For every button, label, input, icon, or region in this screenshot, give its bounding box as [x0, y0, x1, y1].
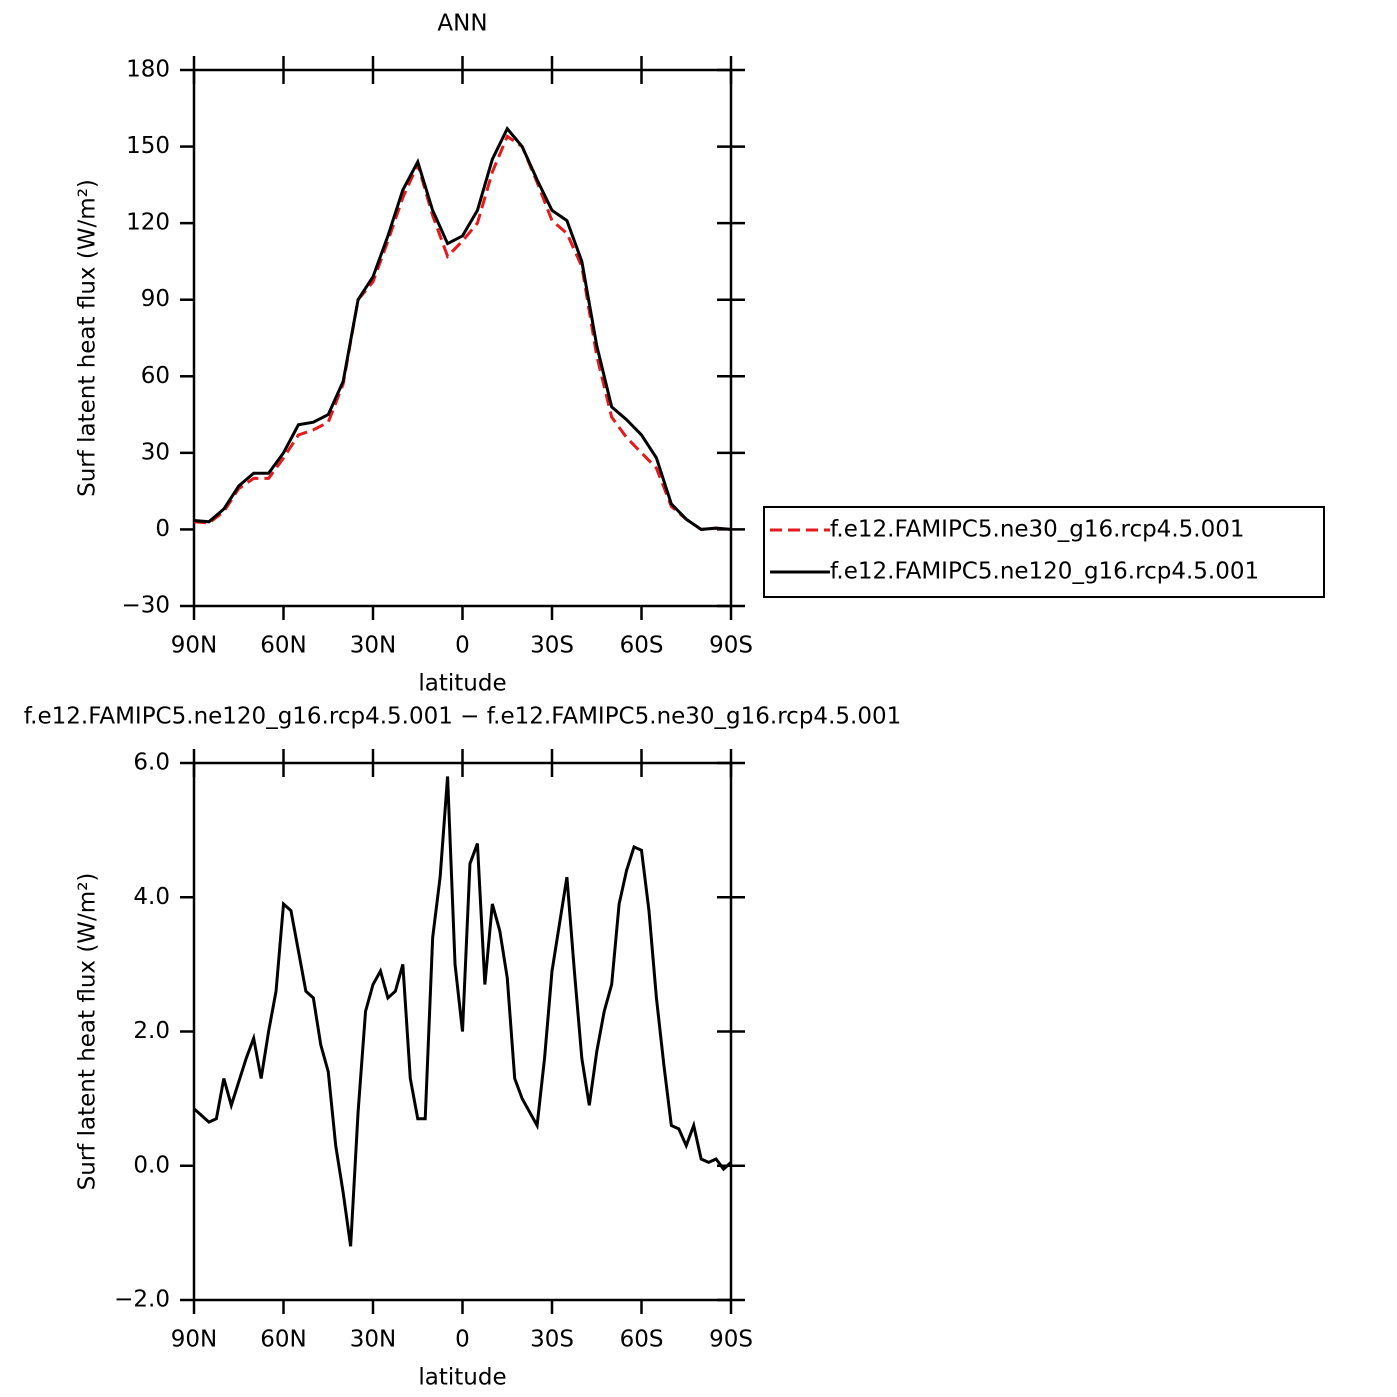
y-tick-label: 120 — [126, 210, 170, 236]
chart-title: ANN — [437, 11, 487, 37]
y-tick-label: 0.0 — [133, 1152, 170, 1178]
y-tick-label: 4.0 — [133, 884, 170, 910]
y-tick-label: 0 — [155, 516, 170, 542]
x-tick-label: 60S — [620, 1327, 664, 1353]
legend-label: f.e12.FAMIPC5.ne120_g16.rcp4.5.001 — [830, 559, 1259, 585]
y-tick-label: −2.0 — [114, 1287, 170, 1313]
x-tick-label: 90N — [171, 633, 217, 659]
x-tick-label: 30N — [350, 1327, 396, 1353]
chart-title: f.e12.FAMIPC5.ne120_g16.rcp4.5.001 − f.e… — [24, 704, 901, 730]
y-axis-label: Surf latent heat flux (W/m²) — [75, 179, 101, 497]
x-tick-label: 30S — [530, 1327, 574, 1353]
y-tick-label: 90 — [141, 286, 170, 312]
y-tick-label: 180 — [126, 57, 170, 83]
y-axis-label: Surf latent heat flux (W/m²) — [75, 873, 101, 1191]
y-tick-label: −30 — [121, 593, 170, 619]
legend-box — [763, 506, 1325, 598]
y-tick-label: 6.0 — [133, 750, 170, 776]
x-axis-label: latitude — [418, 671, 506, 697]
x-tick-label: 60N — [260, 1327, 306, 1353]
data-line — [193, 134, 732, 531]
x-axis-label: latitude — [418, 1365, 506, 1391]
x-tick-label: 90S — [709, 633, 753, 659]
x-tick-label: 0 — [455, 1327, 470, 1353]
x-tick-label: 60S — [620, 633, 664, 659]
data-line — [193, 125, 732, 531]
x-tick-label: 60N — [260, 633, 306, 659]
x-tick-label: 30S — [530, 633, 574, 659]
x-tick-label: 90S — [709, 1327, 753, 1353]
y-tick-label: 60 — [141, 363, 170, 389]
plot-frame — [192, 761, 733, 1302]
y-tick-label: 150 — [126, 133, 170, 159]
legend-label: f.e12.FAMIPC5.ne30_g16.rcp4.5.001 — [830, 517, 1244, 543]
data-line — [192, 776, 733, 1247]
plot-frame — [192, 68, 733, 608]
y-tick-label: 2.0 — [133, 1018, 170, 1044]
y-tick-label: 30 — [141, 439, 170, 465]
x-tick-label: 0 — [455, 633, 470, 659]
x-tick-label: 90N — [171, 1327, 217, 1353]
x-tick-label: 30N — [350, 633, 396, 659]
